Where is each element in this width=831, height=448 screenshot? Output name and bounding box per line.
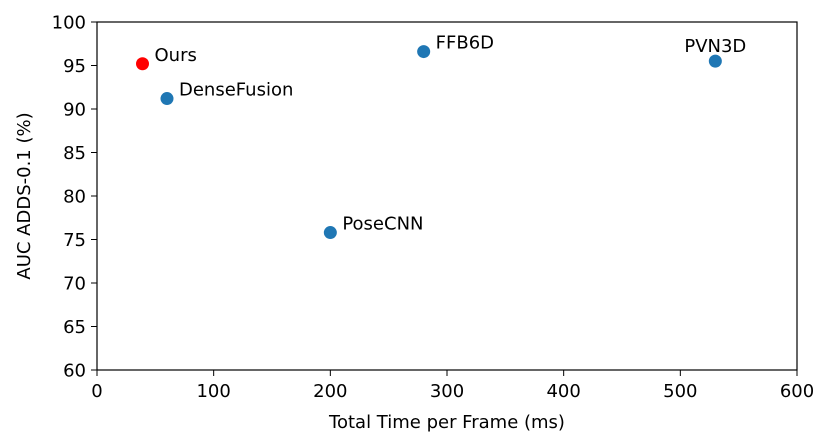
data-points bbox=[136, 45, 722, 240]
point-label: FFB6D bbox=[436, 33, 494, 54]
plot-frame bbox=[96, 21, 798, 371]
y-tick-label: 65 bbox=[63, 317, 86, 338]
x-tick-label: 600 bbox=[780, 381, 814, 402]
x-axis-label: Total Time per Frame (ms) bbox=[328, 412, 565, 433]
point-labels: Ours DenseFusion FFB6D PVN3D PoseCNN bbox=[155, 33, 747, 235]
y-tick-label: 85 bbox=[63, 143, 86, 164]
y-tick-label: 95 bbox=[63, 56, 86, 77]
x-tick-label: 400 bbox=[546, 381, 580, 402]
point-label: Ours bbox=[155, 45, 197, 66]
y-tick-label: 100 bbox=[52, 13, 86, 34]
point-label: PoseCNN bbox=[342, 214, 423, 235]
data-point bbox=[417, 45, 431, 59]
data-point bbox=[708, 54, 722, 68]
y-tick-label: 75 bbox=[63, 230, 86, 251]
point-label: DenseFusion bbox=[179, 80, 293, 101]
x-tick-label: 500 bbox=[663, 381, 697, 402]
x-tick-label: 100 bbox=[196, 381, 230, 402]
data-point bbox=[323, 226, 337, 240]
data-point bbox=[160, 92, 174, 106]
x-tick-label: 0 bbox=[91, 381, 102, 402]
y-axis-label: AUC ADDS-0.1 (%) bbox=[14, 112, 35, 279]
data-point bbox=[136, 57, 149, 71]
x-tick-label: 300 bbox=[430, 381, 464, 402]
y-tick-label: 70 bbox=[63, 274, 86, 295]
y-tick-label: 60 bbox=[63, 361, 86, 382]
y-tick-label: 80 bbox=[63, 187, 86, 208]
point-label: PVN3D bbox=[684, 36, 746, 57]
axis-ticks: 0 100 200 300 400 500 600 60 65 70 75 80 85 90 95 100 bbox=[52, 13, 815, 403]
y-tick-label: 90 bbox=[63, 100, 86, 121]
x-tick-label: 200 bbox=[313, 381, 347, 402]
